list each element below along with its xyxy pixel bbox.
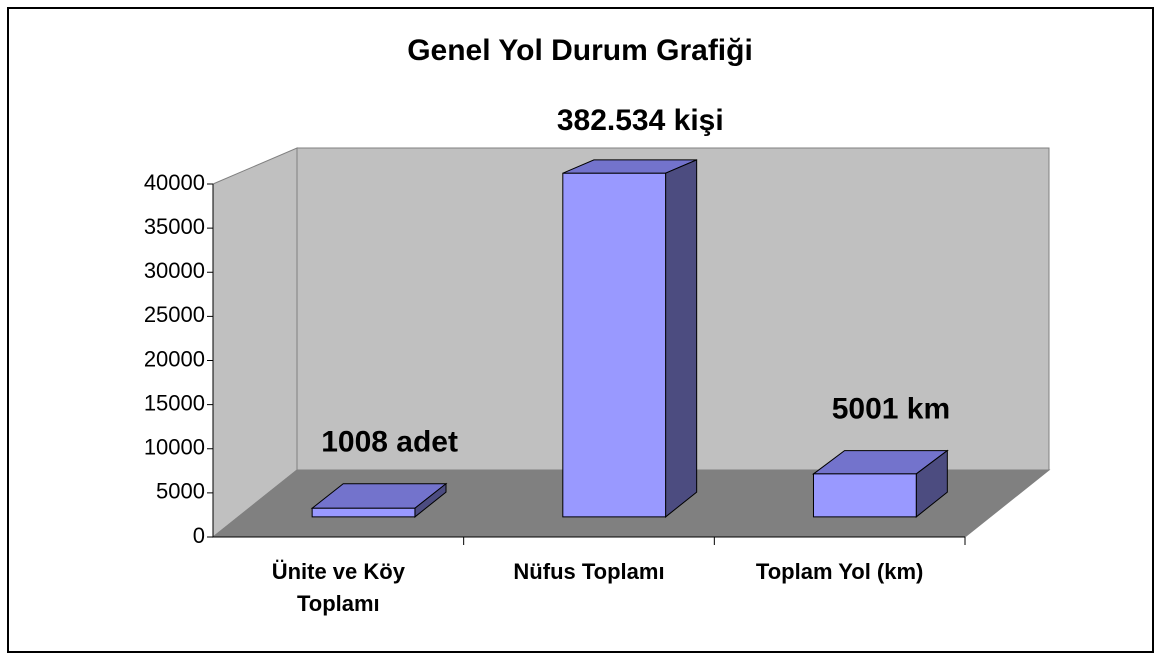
bar (311, 507, 416, 518)
x-tick-label: Ünite ve Köy Toplamı (271, 559, 405, 616)
x-tick-label: Toplam Yol (km) (755, 559, 924, 584)
side-wall (212, 147, 298, 539)
y-tick-label: 15000 (144, 390, 205, 415)
bar (812, 473, 917, 518)
y-tick-label: 10000 (144, 435, 205, 460)
y-tick-label: 30000 (144, 258, 205, 283)
y-tick-label: 25000 (144, 302, 205, 327)
value-label: 5001 km (832, 392, 950, 425)
chart-title: Genel Yol Durum Grafiği (407, 34, 753, 67)
x-tick-label: Nüfus Toplamı (513, 559, 665, 584)
y-tick-label: 35000 (144, 214, 205, 239)
y-tick-label: 0 (193, 523, 205, 548)
value-label: 382.534 kişi (557, 104, 724, 137)
y-tick-label: 20000 (144, 346, 205, 371)
bar-side (665, 159, 698, 518)
y-tick-label: 5000 (156, 479, 205, 504)
value-label: 1008 adet (321, 426, 458, 459)
y-tick-label: 40000 (144, 170, 205, 195)
bar (562, 172, 667, 518)
